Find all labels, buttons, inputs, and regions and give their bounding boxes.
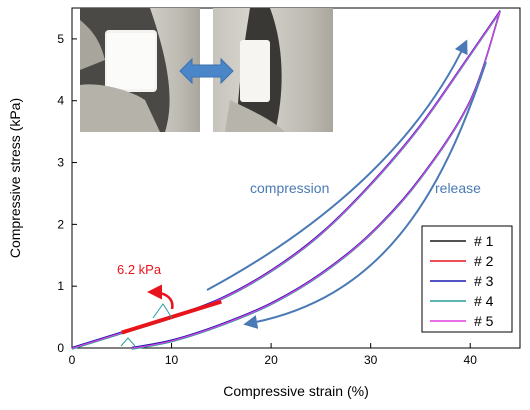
legend-label: # 5 (474, 313, 494, 329)
annotation-compression: compression (250, 180, 329, 196)
legend-label: # 1 (474, 233, 494, 249)
legend-box (421, 225, 513, 333)
x-axis-title: Compressive strain (%) (223, 383, 368, 399)
y-axis-title: Compressive stress (kPa) (7, 98, 23, 258)
x-tick-label: 10 (165, 353, 179, 367)
legend-label: # 2 (474, 253, 494, 269)
annotation-6-2-kpa: 6.2 kPa (117, 262, 162, 277)
slope-triangle-upper (152, 303, 173, 319)
y-tick-label: 0 (57, 341, 64, 355)
x-tick-label: 40 (464, 353, 478, 367)
red-curved-arrow (147, 284, 174, 310)
x-tick-label: 20 (264, 353, 278, 367)
y-tick-label: 5 (57, 32, 64, 46)
series-line-5-unloading (131, 11, 501, 349)
y-tick-label: 2 (57, 217, 64, 231)
legend: # 1 # 2 # 3 # 4 # 5 (421, 225, 513, 333)
annotation-release: release (435, 180, 481, 196)
release-arrow (243, 61, 487, 329)
x-tick-label: 0 (69, 353, 76, 367)
slope-triangle-lower (120, 337, 136, 347)
y-axis-ticks: 0 1 2 3 4 5 (57, 32, 77, 355)
double-arrow-icon (179, 57, 234, 85)
x-tick-label: 30 (364, 353, 378, 367)
foam-compressed-photo (213, 8, 333, 132)
foam-uncompressed-photo (80, 8, 200, 132)
x-axis-ticks: 0 10 20 30 40 (69, 343, 478, 367)
legend-label: # 3 (474, 273, 494, 289)
y-tick-label: 3 (57, 156, 64, 170)
legend-label: # 4 (474, 293, 494, 309)
y-tick-label: 4 (57, 94, 64, 108)
compression-arrow (206, 39, 468, 291)
inset-photos (80, 8, 333, 132)
y-tick-label: 1 (57, 279, 64, 293)
